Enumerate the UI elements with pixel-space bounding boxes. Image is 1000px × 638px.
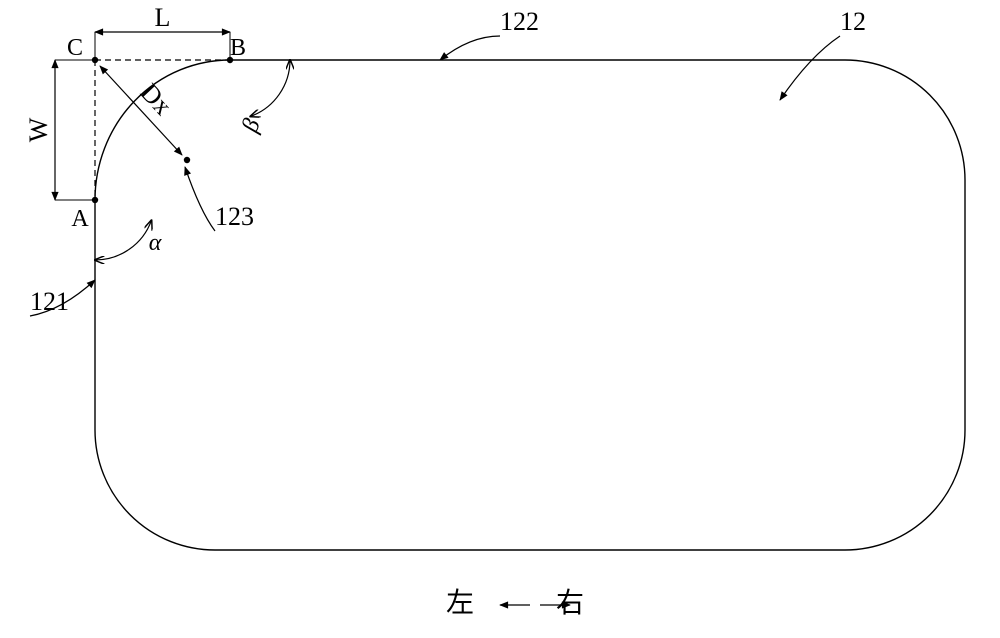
angle-alpha-label: α bbox=[149, 230, 162, 256]
dim-Dx-line bbox=[100, 66, 182, 155]
callout-c12-leader bbox=[780, 36, 840, 100]
angle-beta-label: β bbox=[237, 115, 266, 136]
dim-Dx-label: Dx bbox=[135, 78, 178, 121]
angle-beta-arc bbox=[251, 60, 290, 116]
angle-alpha-arc bbox=[95, 221, 151, 260]
callout-c121-label: 121 bbox=[30, 287, 69, 316]
point-label-C: C bbox=[67, 35, 83, 61]
point-label-B: B bbox=[230, 35, 246, 61]
notched-rectangle bbox=[95, 60, 965, 550]
dim-W-label: W bbox=[24, 117, 53, 142]
callout-c122-leader bbox=[440, 36, 500, 60]
point-label-A: A bbox=[71, 206, 89, 232]
dim-L-label: L bbox=[155, 3, 171, 32]
callout-c122-label: 122 bbox=[500, 7, 539, 36]
legend-left-label: 左 bbox=[446, 587, 474, 619]
legend-right-label: 右 bbox=[556, 587, 584, 619]
point-arc-mid bbox=[184, 157, 190, 163]
callout-c12-label: 12 bbox=[840, 7, 866, 36]
callout-c123-label: 123 bbox=[215, 202, 254, 231]
callout-c123-leader bbox=[185, 167, 215, 231]
